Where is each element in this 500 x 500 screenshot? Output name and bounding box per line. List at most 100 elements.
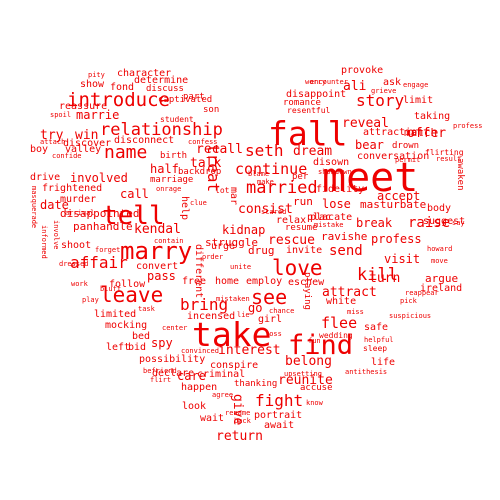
word-break: break — [356, 216, 393, 230]
word-profess: profess — [453, 122, 483, 130]
word-helpful: helpful — [364, 336, 394, 344]
word-arrival: arrival — [65, 209, 95, 217]
word-love: love — [272, 256, 323, 280]
word-story: story — [356, 91, 405, 110]
word-disappoint: disappoint — [286, 89, 347, 100]
word-find: find — [288, 330, 354, 361]
word-name: name — [104, 142, 148, 163]
word-take: take — [192, 315, 272, 354]
word-introduce: introduce — [67, 89, 170, 111]
word-son: son — [203, 105, 220, 115]
word-say: say — [452, 219, 465, 227]
word-clue: clue — [190, 199, 207, 207]
word-per: per — [292, 172, 309, 182]
word-interest: interest — [218, 343, 281, 358]
word-flirt: flirt — [150, 376, 172, 384]
word-consist: consist — [238, 202, 293, 217]
word-visit: visit — [384, 252, 421, 266]
word-frightened: frightened — [42, 183, 103, 194]
word-suspicious: suspicious — [389, 312, 432, 320]
word-howard: howard — [427, 245, 453, 253]
word-possibility: possibility — [139, 354, 206, 365]
word-eschew: eschew — [288, 277, 325, 288]
word-limit: limit — [403, 95, 434, 106]
word-encounter: encounter — [310, 78, 348, 86]
word-incensed: incensed — [187, 311, 236, 322]
word-girl: girl — [258, 314, 283, 325]
word-return: return — [216, 429, 263, 444]
word-affair: affair — [70, 253, 128, 272]
word-profess: profess — [371, 232, 422, 246]
word-safe: safe — [364, 322, 389, 333]
word-mistaken: mistaken — [216, 295, 250, 303]
word-marrie: marrie — [76, 108, 120, 122]
word-bid: bid — [128, 342, 147, 353]
word-chance: chance — [269, 307, 295, 315]
word-birth: birth — [160, 151, 188, 161]
word-antithesis: antithesis — [345, 368, 388, 376]
word-follow: follow — [109, 279, 146, 290]
word-mar: mar — [228, 187, 239, 206]
word-taking: taking — [414, 111, 451, 122]
word-bed: bed — [132, 331, 151, 342]
word-play: play — [82, 296, 99, 304]
word-bluff: bluff — [100, 285, 122, 293]
word-task: task — [138, 305, 155, 313]
word-left: left — [106, 342, 131, 353]
word-limited: limited — [94, 309, 137, 320]
word-back: back — [234, 417, 251, 425]
word-date: date — [40, 198, 69, 212]
word-argue: argue — [425, 272, 459, 285]
word-romance: romance — [283, 98, 321, 108]
word-raise: raise — [408, 215, 451, 231]
word-recall: recall — [196, 142, 243, 157]
word-kidnap: kidnap — [222, 223, 266, 237]
word-ask: ask — [383, 77, 402, 88]
word-send: send — [329, 243, 363, 259]
word-dream: dream — [293, 144, 333, 159]
word-disconnect: disconnect — [114, 135, 175, 146]
word-loss: loss — [265, 330, 282, 338]
word-ravishe: ravishe — [321, 230, 368, 243]
word-part: part — [183, 92, 205, 102]
word-spoil: spoil — [50, 111, 72, 119]
word-murder: murder — [60, 194, 97, 205]
word-go: go — [248, 301, 263, 315]
word-shoot: shoot — [61, 240, 92, 251]
word-reveal: reveal — [342, 116, 389, 131]
word-white: white — [326, 296, 357, 307]
word-befriend: befriend — [143, 367, 177, 375]
word-meet: meet — [322, 155, 419, 201]
word-reunite: reunite — [278, 373, 333, 388]
word-body: body — [427, 203, 452, 214]
word-miss: miss — [347, 308, 364, 316]
word-help: help — [179, 196, 190, 221]
word-wedding: wedding — [319, 331, 353, 340]
word-struggle: struggle — [205, 236, 258, 249]
word-engage: engage — [403, 81, 429, 89]
word-confess: confess — [188, 138, 218, 146]
word-plac: plac — [307, 212, 332, 223]
word-student: student — [160, 115, 194, 124]
word-forget: forget — [95, 246, 121, 254]
word-lie: lie — [237, 311, 250, 319]
word-fall: fall — [268, 114, 348, 153]
word-flee: flee — [321, 314, 358, 332]
word-bring: bring — [180, 295, 229, 314]
word-onrage: onrage — [156, 185, 182, 193]
word-kendal: kendal — [134, 222, 181, 237]
word-offer: offer — [407, 126, 447, 141]
word-belong: belong — [285, 354, 332, 369]
word-drown: drown — [392, 141, 420, 151]
word-fight: fight — [255, 391, 304, 410]
word-fond: fond — [110, 82, 135, 93]
word-attach: attach — [40, 138, 66, 146]
word-portrait: portrait — [254, 410, 303, 421]
word-free: free — [182, 276, 207, 287]
word-sleep: sleep — [363, 344, 388, 353]
word-permit: permit — [395, 156, 421, 164]
word-suggest: suggest — [423, 216, 466, 227]
word-center: center — [162, 324, 188, 332]
word-attract: attract — [322, 285, 377, 300]
word-mocking: mocking — [105, 320, 148, 331]
